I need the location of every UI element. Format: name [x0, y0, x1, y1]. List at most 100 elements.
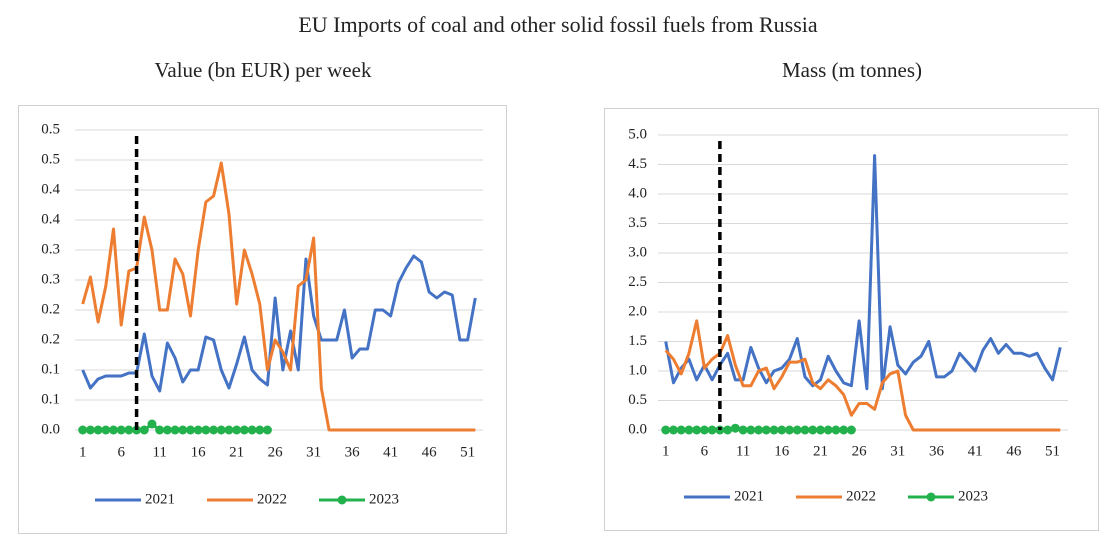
point: [101, 425, 111, 435]
point: [684, 425, 694, 435]
point: [78, 425, 88, 435]
y-tick-label: 2.0: [628, 303, 647, 319]
series-line: [664, 319, 1061, 432]
legend-label: 2022: [846, 488, 876, 504]
point: [255, 425, 265, 435]
y-tick-label: 0.5: [41, 151, 60, 167]
point: [85, 425, 95, 435]
point: [155, 425, 165, 435]
x-tick-label: 11: [152, 444, 166, 460]
point: [676, 425, 686, 435]
point: [147, 419, 157, 429]
point: [769, 425, 779, 435]
x-tick-label: 6: [117, 444, 125, 460]
point: [738, 425, 748, 435]
x-tick-label: 26: [268, 444, 284, 460]
y-tick-label: 0.0: [41, 421, 60, 437]
point: [170, 425, 180, 435]
point: [116, 425, 126, 435]
y-tick-label: 0.1: [41, 361, 60, 377]
point: [723, 425, 733, 435]
x-tick-label: 1: [79, 444, 87, 460]
point: [216, 425, 226, 435]
y-tick-label: 0.0: [628, 421, 647, 437]
point: [661, 425, 671, 435]
point: [193, 425, 203, 435]
y-tick-label: 0.3: [41, 271, 60, 287]
x-tick-label: 31: [890, 443, 905, 459]
x-tick-label: 41: [968, 443, 983, 459]
y-tick-label: 4.0: [628, 185, 647, 201]
point: [108, 425, 118, 435]
point: [232, 425, 242, 435]
point: [178, 425, 188, 435]
point: [201, 425, 211, 435]
chart-title: Value (bn EUR) per week: [155, 58, 372, 82]
legend-label: 2021: [145, 491, 175, 507]
x-tick-label: 46: [422, 444, 438, 460]
point: [139, 425, 149, 435]
point: [247, 425, 257, 435]
x-tick-label: 6: [701, 443, 709, 459]
y-tick-label: 0.2: [41, 331, 60, 347]
x-tick-label: 41: [383, 444, 398, 460]
point: [808, 425, 818, 435]
point: [839, 425, 849, 435]
series-line: [81, 254, 477, 393]
point: [785, 425, 795, 435]
x-tick-label: 1: [662, 443, 670, 459]
point: [754, 425, 764, 435]
point: [761, 425, 771, 435]
point: [823, 425, 833, 435]
x-tick-label: 26: [852, 443, 868, 459]
point: [746, 425, 756, 435]
point: [707, 425, 717, 435]
panel-border: [604, 108, 1099, 531]
y-tick-label: 0.5: [41, 121, 60, 137]
figure-title: EU Imports of coal and other solid fossi…: [298, 12, 818, 37]
y-tick-label: 3.5: [628, 215, 647, 231]
x-tick-label: 16: [774, 443, 790, 459]
y-tick-label: 0.1: [41, 391, 60, 407]
legend-marker: [337, 495, 347, 505]
legend-label: 2023: [958, 488, 988, 504]
y-tick-label: 2.5: [628, 274, 647, 290]
chart-title: Mass (m tonnes): [782, 58, 922, 82]
y-tick-label: 0.4: [41, 181, 60, 197]
y-tick-label: 0.4: [41, 211, 60, 227]
point: [209, 425, 219, 435]
point: [162, 425, 172, 435]
point: [792, 425, 802, 435]
y-tick-label: 0.3: [41, 241, 60, 257]
legend-label: 2021: [734, 488, 764, 504]
y-tick-label: 3.0: [628, 244, 647, 260]
point: [93, 425, 103, 435]
series-line: [81, 161, 476, 432]
point: [777, 425, 787, 435]
x-tick-label: 21: [229, 444, 244, 460]
x-tick-label: 36: [929, 443, 945, 459]
x-tick-label: 11: [736, 443, 750, 459]
y-tick-label: 0.5: [628, 392, 647, 408]
point: [800, 425, 810, 435]
x-tick-label: 51: [460, 444, 475, 460]
point: [699, 425, 709, 435]
point: [692, 425, 702, 435]
point: [668, 425, 678, 435]
y-tick-label: 0.2: [41, 301, 60, 317]
x-tick-label: 36: [345, 444, 361, 460]
legend-marker: [926, 492, 936, 502]
y-tick-label: 5.0: [628, 126, 647, 142]
point: [262, 425, 272, 435]
y-tick-label: 4.5: [628, 156, 647, 172]
legend-label: 2023: [369, 491, 399, 507]
point: [185, 425, 195, 435]
point: [224, 425, 234, 435]
x-tick-label: 46: [1006, 443, 1022, 459]
point: [730, 423, 740, 433]
x-tick-label: 31: [306, 444, 321, 460]
x-tick-label: 21: [813, 443, 828, 459]
x-tick-label: 16: [191, 444, 207, 460]
point: [124, 425, 134, 435]
